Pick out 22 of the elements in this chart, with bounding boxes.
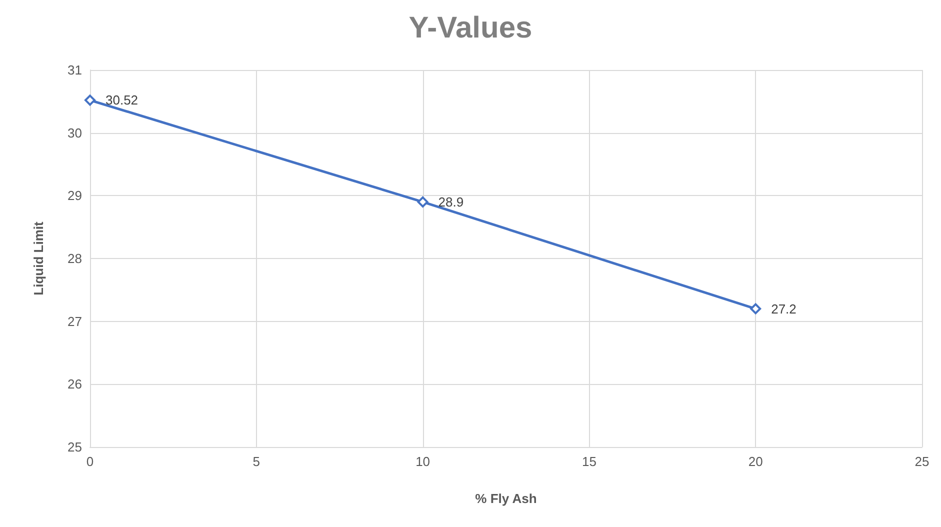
y-tick-label: 28	[68, 251, 82, 266]
y-tick-label: 30	[68, 125, 82, 140]
data-label: 27.2	[771, 301, 796, 316]
x-tick-label: 15	[582, 454, 596, 469]
point	[417, 196, 428, 208]
y-tick-label: 31	[68, 62, 82, 78]
y-axis-title: Liquid Limit	[31, 221, 46, 296]
x-tick-label: 5	[252, 454, 260, 469]
point	[84, 94, 96, 106]
point	[750, 303, 762, 314]
y-tick-label: 26	[68, 376, 82, 392]
data-label: 30.52	[106, 92, 138, 108]
x-tick-label: 10	[416, 454, 430, 469]
y-tick-label: 27	[68, 314, 82, 329]
x-tick-label: 25	[914, 454, 930, 469]
data-label: 28.9	[438, 194, 464, 210]
chart-title: Y-Values	[408, 12, 532, 44]
x-tick-label: 20	[748, 454, 763, 469]
x-axis-title: % Fly Ash	[475, 491, 537, 506]
y-tick-label: 29	[68, 188, 82, 204]
x-tick-label: 0	[86, 454, 94, 469]
y-tick-label: 25	[68, 440, 82, 454]
